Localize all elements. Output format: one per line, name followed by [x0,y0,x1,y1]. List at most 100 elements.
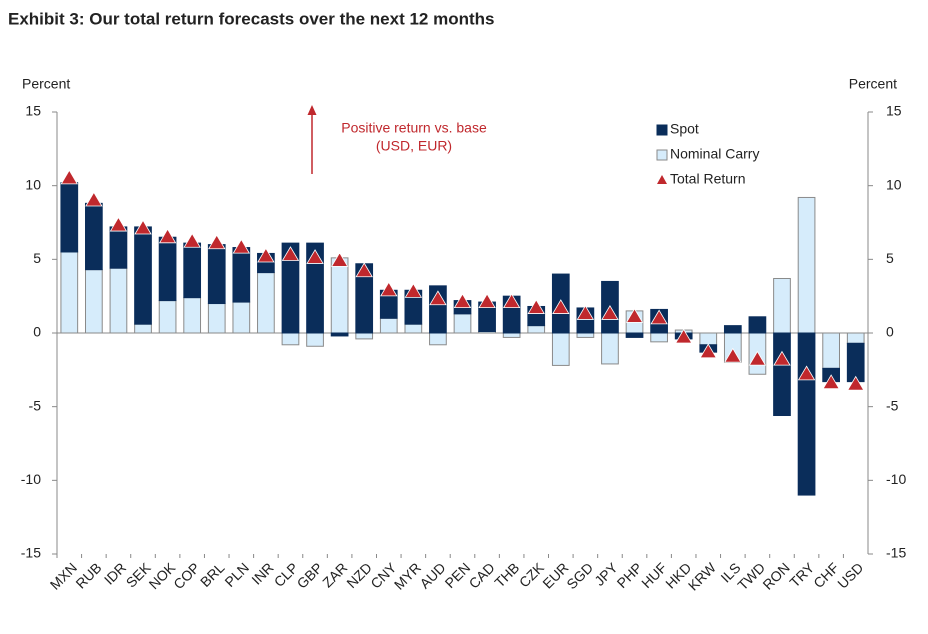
legend-label: Spot [670,121,699,137]
total-return-marker [748,350,767,366]
total-return-marker [625,308,644,323]
carry-bar [797,196,816,334]
x-tick-label: RON [759,559,792,592]
total-return-marker [699,343,717,359]
spot-bar [232,247,251,303]
x-tick-label: JPY [591,559,621,589]
x-tick-label: HUF [638,559,670,591]
carry-bar [404,323,423,334]
x-tick-label: CHF [810,559,842,591]
spot-bar [60,182,79,253]
carry-bar [502,332,521,338]
y2-tick-label: 5 [886,250,894,266]
total-return-marker [502,293,521,309]
carry-bar [576,332,595,338]
total-return-marker [330,252,349,267]
spot-bar [207,244,226,305]
y-tick-label: 15 [25,103,41,119]
carry-bar [699,332,718,346]
carry-bar [379,317,398,334]
x-tick-label: TWD [734,559,768,593]
spot-bar [134,226,152,325]
carry-bar [158,300,177,334]
total-return-marker [134,219,152,235]
y-tick-label: -15 [21,545,41,561]
carry-bar [109,267,128,334]
x-tick-label: KRW [685,559,720,594]
y-tick-label: -10 [21,471,41,487]
spot-bar [306,242,324,334]
x-tick-label: NZD [343,559,375,591]
total-return-marker [478,293,496,309]
x-tick-label: BRL [197,559,228,590]
total-return-marker [85,191,103,207]
carry-bar [650,332,668,343]
carry-bar [232,301,251,334]
total-return-marker [404,282,423,298]
carry-bar [183,297,202,334]
spot-bar [183,242,202,299]
x-tick-label: ZAR [319,559,350,590]
x-tick-label: GBP [294,559,326,591]
y-tick-label: 5 [33,250,41,266]
total-return-marker [797,365,816,381]
carry-bar [601,332,619,365]
spot-bar [158,236,177,302]
legend-swatch [656,124,668,136]
x-tick-label: COP [170,559,203,592]
carry-bar [134,323,152,334]
x-tick-label: THB [491,559,522,590]
carry-bar [822,332,840,369]
y-tick-label: 10 [25,176,41,192]
spot-bar [281,242,300,334]
carry-bar [85,269,103,334]
total-return-marker [822,374,840,390]
total-return-marker [552,299,570,314]
carry-bar [773,277,791,334]
carry-bar [60,251,79,334]
spot-bar [85,202,103,271]
carry-bar [355,332,374,340]
x-tick-label: PLN [221,559,252,590]
total-return-marker [847,375,865,391]
total-return-marker [257,247,275,263]
carry-bar [429,332,447,346]
y2-tick-label: -5 [886,397,899,413]
total-return-marker [158,228,177,244]
x-tick-label: NOK [146,559,179,592]
total-return-marker [601,305,619,320]
carry-bar [281,332,300,346]
carry-bar [527,325,546,334]
spot-bar [748,316,767,334]
total-return-marker [576,305,595,320]
x-tick-label: SGD [563,559,596,592]
total-return-marker [208,234,226,250]
spot-bar [723,325,742,334]
y2-axis-label: Percent [849,76,897,92]
chart-title: Exhibit 3: Our total return forecasts ov… [8,9,495,28]
annotation-arrowhead [307,105,317,115]
x-tick-label: CZK [516,559,548,591]
total-return-marker [355,262,373,278]
y-axis-label: Percent [22,76,70,92]
x-tick-label: IDR [101,559,129,587]
carry-bar [453,313,472,334]
y-tick-label: 0 [33,324,41,340]
legend-label: Total Return [670,171,745,187]
spot-bar [773,332,791,417]
x-tick-label: MXN [47,559,80,592]
spot-bar [330,332,349,337]
total-return-marker [306,249,324,264]
carry-bar [551,332,570,366]
x-tick-label: INR [248,559,276,587]
total-return-marker [773,350,791,366]
y2-tick-label: 15 [886,103,902,119]
spot-bar [797,332,816,496]
total-return-marker [109,216,128,232]
total-return-marker [380,281,398,297]
y2-tick-label: -10 [886,471,906,487]
total-return-marker [724,347,742,363]
total-return-marker [60,169,78,185]
total-return-marker [453,293,472,309]
y2-tick-label: -15 [886,545,906,561]
